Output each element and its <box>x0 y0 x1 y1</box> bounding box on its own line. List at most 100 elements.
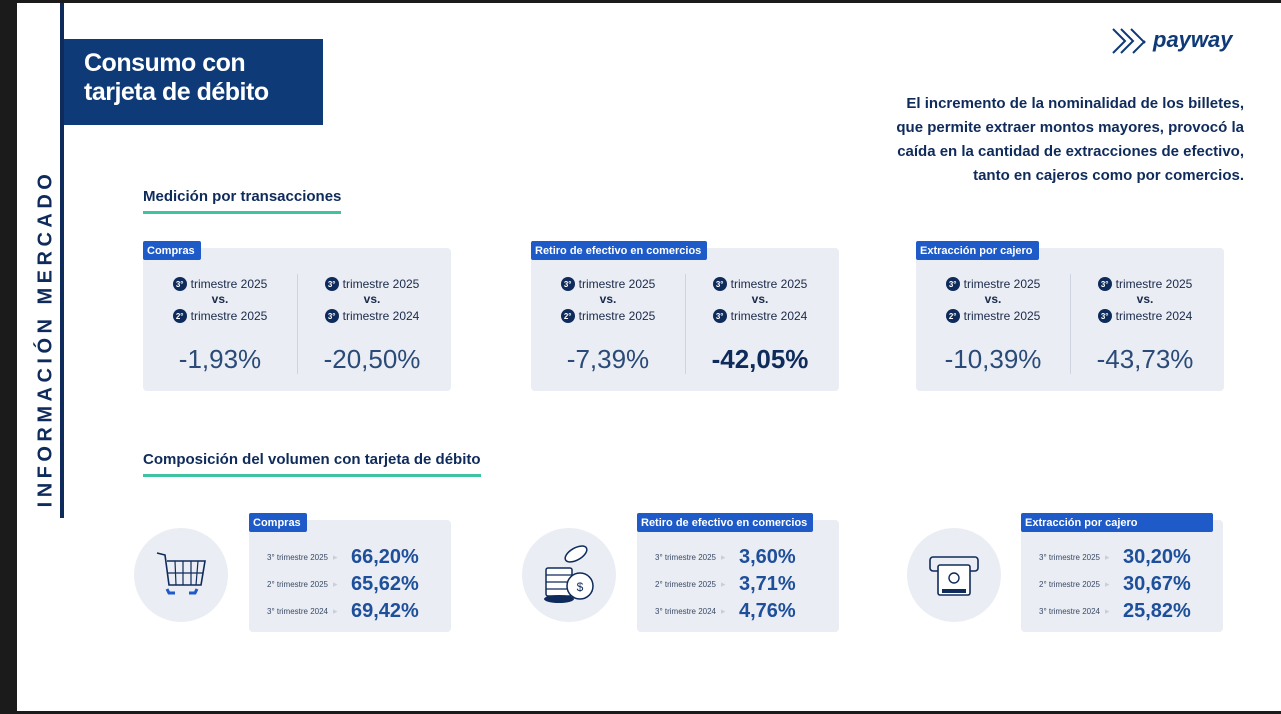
arrow-icon: ▸ <box>1105 579 1110 589</box>
arrow-icon: ▸ <box>1105 606 1110 616</box>
shopping-cart-icon <box>156 552 206 595</box>
row-label: 2° trimestre 2025 <box>655 580 717 589</box>
title-line-1: Consumo con <box>84 49 246 77</box>
vs-label: vs. <box>984 292 1002 306</box>
row-value: 30,20% <box>1123 546 1191 568</box>
comparison-label: trimestre 2025 <box>730 277 808 291</box>
comparison-label: trimestre 2025 <box>963 277 1041 291</box>
quarter-badge: 3° <box>712 309 727 323</box>
variation-value: -43,73% <box>1096 344 1194 374</box>
coins-icon-circle: $ <box>522 528 616 622</box>
row-label: 3° trimestre 2025 <box>267 553 329 562</box>
quarter-badge: 3° <box>1097 309 1112 323</box>
volume-row: 3° trimestre 2024 ▸ 25,82% <box>1039 598 1191 625</box>
transactions-card-cajero: Extracción por cajero 3° trimestre 2025 v… <box>916 241 1224 391</box>
comparison-left: 3° trimestre 2025 vs. 2° trimestre 2025 <box>918 276 1068 386</box>
comparison-label: trimestre 2024 <box>1115 309 1193 323</box>
card-tag: Retiro de efectivo en comercios <box>531 241 708 260</box>
card-tag: Retiro de efectivo en comercios <box>637 513 814 532</box>
volume-row: 2° trimestre 2025 ▸ 30,67% <box>1039 571 1191 598</box>
section-title-volume: Composición del volumen con tarjeta de d… <box>143 451 481 477</box>
arrow-icon: ▸ <box>721 552 726 562</box>
comparison-right: 3° trimestre 2025 vs. 3° trimestre 2024 <box>685 276 835 386</box>
arrow-icon: ▸ <box>721 606 726 616</box>
comparison-right: 3° trimestre 2025 vs. 3° trimestre 2024 <box>1070 276 1220 386</box>
variation-value: -42,05% <box>711 344 809 374</box>
quarter-badge: 3° <box>560 277 575 291</box>
comparison-label: trimestre 2025 <box>1115 277 1193 291</box>
transactions-card-compras: Compras 3° trimestre 2025 vs. 2° trimestre… <box>143 241 451 391</box>
sidebar-label: INFORMACIÓN MERCADO <box>34 169 57 507</box>
vs-label: vs. <box>599 292 617 306</box>
quarter-badge: 2° <box>945 309 960 323</box>
intro-line: El incremento de la nominalidad de los b… <box>906 95 1244 112</box>
variation-value: -20,50% <box>323 344 421 374</box>
arrow-icon: ▸ <box>333 579 338 589</box>
comparison-left: 3° trimestre 2025 vs. 2° trimestre 2025 <box>533 276 683 386</box>
comparison-label: trimestre 2024 <box>730 309 808 323</box>
comparison-label: trimestre 2024 <box>342 309 420 323</box>
comparison-label: trimestre 2025 <box>578 309 656 323</box>
intro-line: caída en la cantidad de extracciones de … <box>897 143 1244 160</box>
arrow-icon: ▸ <box>333 552 338 562</box>
brand-name: payway <box>1153 27 1233 52</box>
atm-icon-circle <box>907 528 1001 622</box>
intro-text: El incremento de la nominalidad de los b… <box>824 92 1244 188</box>
volume-rows: 3° trimestre 2025 ▸ 30,20% 2° trimestre 20… <box>1039 544 1191 625</box>
row-label: 3° trimestre 2024 <box>655 607 717 616</box>
payway-logo-icon <box>1112 28 1146 54</box>
card-tag: Extracción por cajero <box>1021 513 1213 532</box>
row-value: 25,82% <box>1123 600 1191 622</box>
sidebar-label-wrap: INFORMACIÓN MERCADO <box>31 153 61 523</box>
section-title-transactions: Medición por transacciones <box>143 188 342 214</box>
comparison-label: trimestre 2025 <box>190 277 268 291</box>
variation-value: -1,93% <box>178 344 262 374</box>
card-tag: Compras <box>143 241 201 260</box>
volume-rows: 3° trimestre 2025 ▸ 3,60% 2° trimestre 202… <box>655 544 796 625</box>
quarter-badge: 3° <box>945 277 960 291</box>
vs-label: vs. <box>211 292 229 306</box>
divider <box>1070 274 1071 374</box>
comparison-left: 3° trimestre 2025 vs. 2° trimestre 2025 <box>145 276 295 386</box>
transactions-card-retiro: Retiro de efectivo en comercios 3° trimes… <box>531 241 839 391</box>
arrow-icon: ▸ <box>333 606 338 616</box>
volume-row: 2° trimestre 2025 ▸ 3,71% <box>655 571 796 598</box>
variation-value: -10,39% <box>944 344 1042 374</box>
arrow-icon: ▸ <box>1105 552 1110 562</box>
comparison-label: trimestre 2025 <box>578 277 656 291</box>
volume-row: 3° trimestre 2024 ▸ 4,76% <box>655 598 796 625</box>
slide: INFORMACIÓN MERCADO Consumo con tarjeta … <box>17 3 1281 711</box>
vs-label: vs. <box>363 292 381 306</box>
intro-line: tanto en cajeros como por comercios. <box>973 167 1244 184</box>
volume-row: 2° trimestre 2025 ▸ 65,62% <box>267 571 419 598</box>
page-title: Consumo con tarjeta de débito <box>64 39 323 107</box>
svg-text:$: $ <box>577 580 584 594</box>
cart-icon-circle <box>134 528 228 622</box>
quarter-badge: 3° <box>712 277 727 291</box>
comparison-label: trimestre 2025 <box>342 277 420 291</box>
row-value: 4,76% <box>739 600 796 622</box>
quarter-badge: 3° <box>1097 277 1112 291</box>
row-label: 3° trimestre 2025 <box>1039 553 1101 562</box>
row-label: 3° trimestre 2024 <box>1039 607 1101 616</box>
comparison-right: 3° trimestre 2025 vs. 3° trimestre 2024 <box>297 276 447 386</box>
card-tag: Compras <box>249 513 307 532</box>
quarter-badge: 3° <box>324 309 339 323</box>
quarter-badge: 3° <box>324 277 339 291</box>
row-value: 30,67% <box>1123 573 1191 595</box>
row-label: 2° trimestre 2025 <box>267 580 329 589</box>
intro-line: que permite extraer montos mayores, prov… <box>896 119 1244 136</box>
row-value: 66,20% <box>351 546 419 568</box>
quarter-badge: 2° <box>560 309 575 323</box>
variation-value: -7,39% <box>566 344 650 374</box>
comparison-label: trimestre 2025 <box>190 309 268 323</box>
title-line-2: tarjeta de débito <box>84 78 269 106</box>
volume-row: 3° trimestre 2025 ▸ 66,20% <box>267 544 419 571</box>
volume-row: 3° trimestre 2025 ▸ 3,60% <box>655 544 796 571</box>
comparison-label: trimestre 2025 <box>963 309 1041 323</box>
row-value: 69,42% <box>351 600 419 622</box>
title-box: Consumo con tarjeta de débito <box>64 39 323 125</box>
divider <box>297 274 298 374</box>
arrow-icon: ▸ <box>721 579 726 589</box>
quarter-badge: 2° <box>172 309 187 323</box>
